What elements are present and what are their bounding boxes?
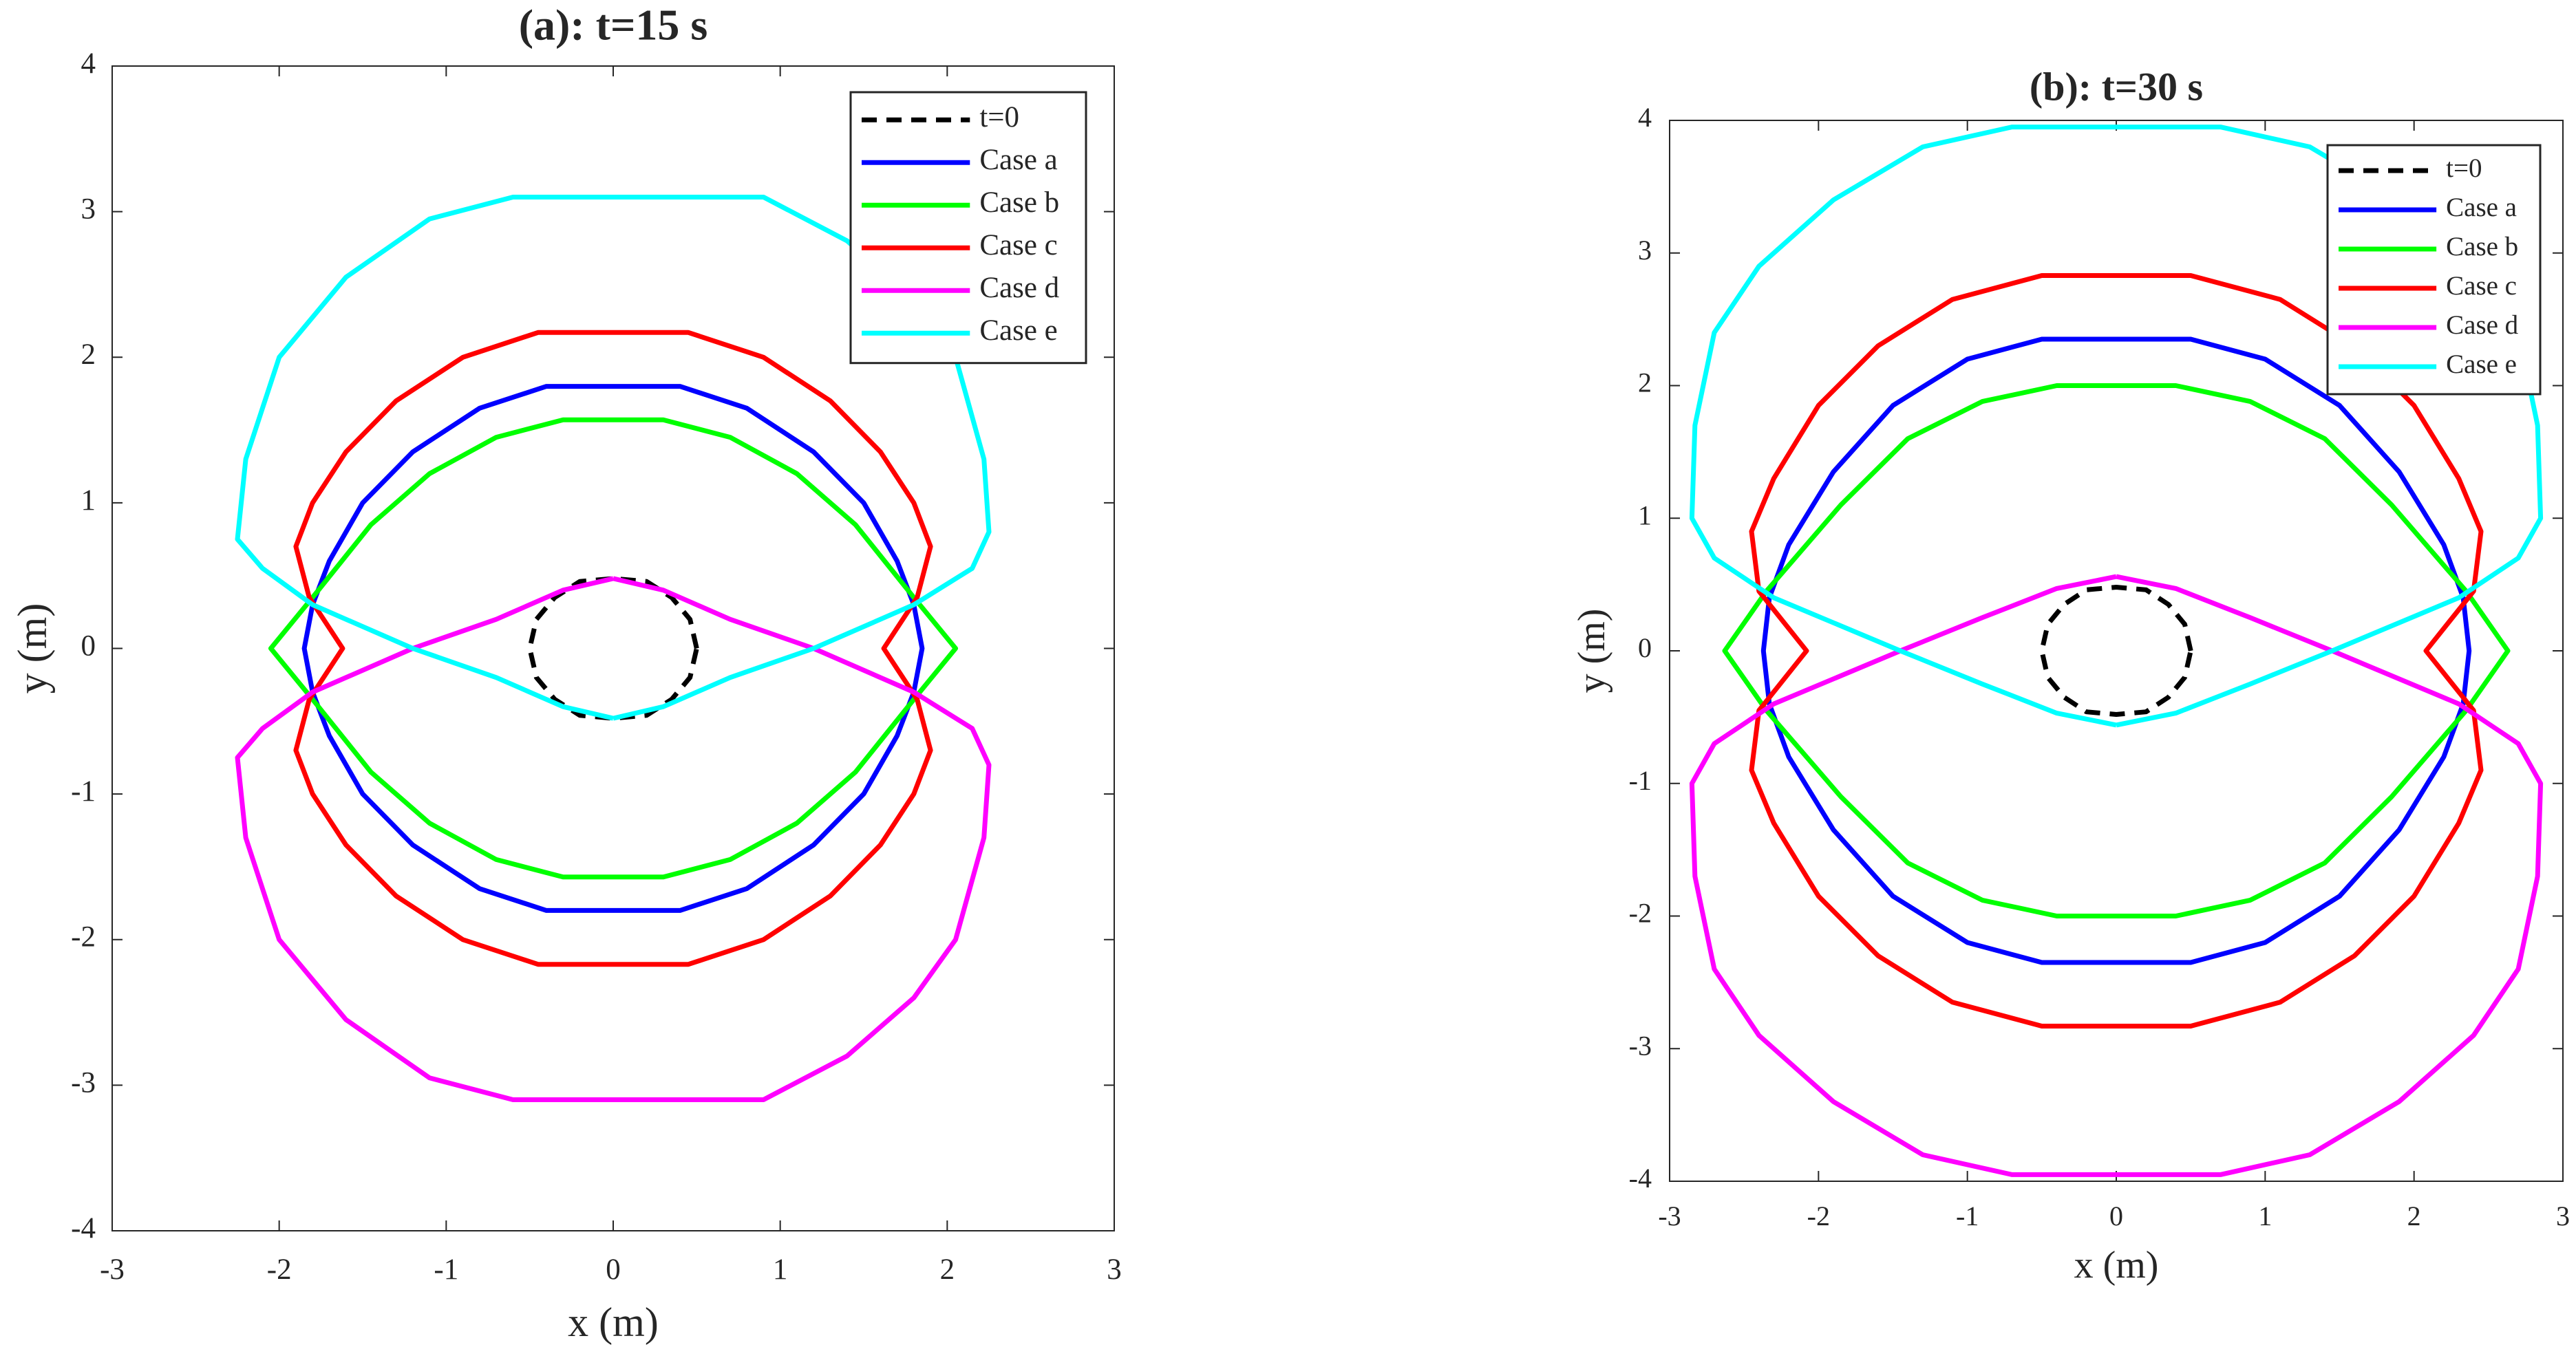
y-tick-label: 4 bbox=[1638, 102, 1652, 133]
legend-label: Case e bbox=[979, 314, 1057, 347]
axes-box bbox=[1669, 120, 2564, 1182]
y-tick-label: -3 bbox=[71, 1066, 96, 1099]
legend-box bbox=[2326, 144, 2542, 396]
y-tick-label: 1 bbox=[81, 484, 96, 517]
legend-label: Case d bbox=[2446, 310, 2519, 340]
y-tick-label: 0 bbox=[1638, 632, 1652, 663]
x-tick-label: -2 bbox=[267, 1253, 292, 1286]
legend-label: Case a bbox=[979, 144, 1057, 176]
legend-label: t=0 bbox=[979, 101, 1019, 133]
x-tick-label: 1 bbox=[773, 1253, 788, 1286]
series-line bbox=[235, 195, 992, 721]
legend-label: Case b bbox=[979, 186, 1059, 219]
series-line bbox=[293, 330, 933, 967]
x-tick-label: 3 bbox=[1107, 1253, 1122, 1286]
y-tick-label: -4 bbox=[71, 1212, 96, 1245]
x-tick-label: -1 bbox=[1956, 1201, 1979, 1231]
y-tick-label: -1 bbox=[1629, 765, 1652, 796]
legend-label: Case b bbox=[2446, 232, 2518, 261]
y-tick-label: 0 bbox=[81, 629, 96, 662]
x-tick-label: -3 bbox=[100, 1253, 125, 1286]
x-tick-label: -3 bbox=[1658, 1201, 1681, 1231]
y-tick-label: -1 bbox=[71, 775, 96, 808]
chart-title: (b): t=30 s bbox=[2030, 64, 2203, 109]
series-line bbox=[1760, 336, 2472, 965]
x-tick-label: 2 bbox=[940, 1253, 955, 1286]
y-tick-label: 2 bbox=[81, 338, 96, 371]
x-tick-label: -1 bbox=[434, 1253, 458, 1286]
series-line bbox=[268, 417, 958, 880]
legend: t=0 Case a Case b Case c Case d Case e bbox=[849, 91, 1087, 365]
y-tick-label: -2 bbox=[71, 921, 96, 954]
x-tick-label: -2 bbox=[1807, 1201, 1830, 1231]
legend-label: Case d bbox=[979, 272, 1059, 304]
series-line bbox=[1689, 574, 2544, 1177]
x-axis-label: x (m) bbox=[568, 1300, 659, 1345]
x-tick-label: 1 bbox=[2258, 1201, 2272, 1231]
legend-label: Case c bbox=[979, 229, 1057, 261]
series-line bbox=[1722, 383, 2511, 918]
y-tick-label: 2 bbox=[1638, 367, 1652, 398]
y-tick-label: -3 bbox=[1629, 1030, 1652, 1061]
y-tick-label: 3 bbox=[81, 193, 96, 226]
y-tick-label: 3 bbox=[1638, 235, 1652, 266]
legend-label: t=0 bbox=[2446, 153, 2482, 183]
x-tick-label: 2 bbox=[2407, 1201, 2421, 1231]
y-tick-label: 1 bbox=[1638, 499, 1652, 530]
series-line bbox=[1689, 125, 2544, 728]
axes-box bbox=[111, 65, 1115, 1231]
y-tick-label: -2 bbox=[1629, 898, 1652, 929]
legend: t=0 Case a Case b Case c Case d Case e bbox=[2326, 144, 2542, 396]
legend-label: Case a bbox=[2446, 193, 2517, 222]
legend-label: Case c bbox=[2446, 271, 2517, 301]
series-line bbox=[301, 384, 925, 913]
x-tick-label: 0 bbox=[2109, 1201, 2123, 1231]
y-tick-label: 4 bbox=[81, 47, 96, 80]
legend-box bbox=[849, 91, 1087, 365]
chart-title: (a): t=15 s bbox=[519, 1, 708, 50]
x-axis-label: x (m) bbox=[2074, 1244, 2159, 1287]
series-line bbox=[1749, 273, 2484, 1029]
legend-label: Case e bbox=[2446, 349, 2517, 379]
x-tick-label: 3 bbox=[2556, 1201, 2570, 1231]
y-axis-label: y (m) bbox=[10, 603, 55, 694]
y-tick-label: -4 bbox=[1629, 1163, 1652, 1194]
series-line bbox=[235, 576, 992, 1102]
y-axis-label: y (m) bbox=[1571, 609, 1613, 693]
x-tick-label: 0 bbox=[606, 1253, 621, 1286]
